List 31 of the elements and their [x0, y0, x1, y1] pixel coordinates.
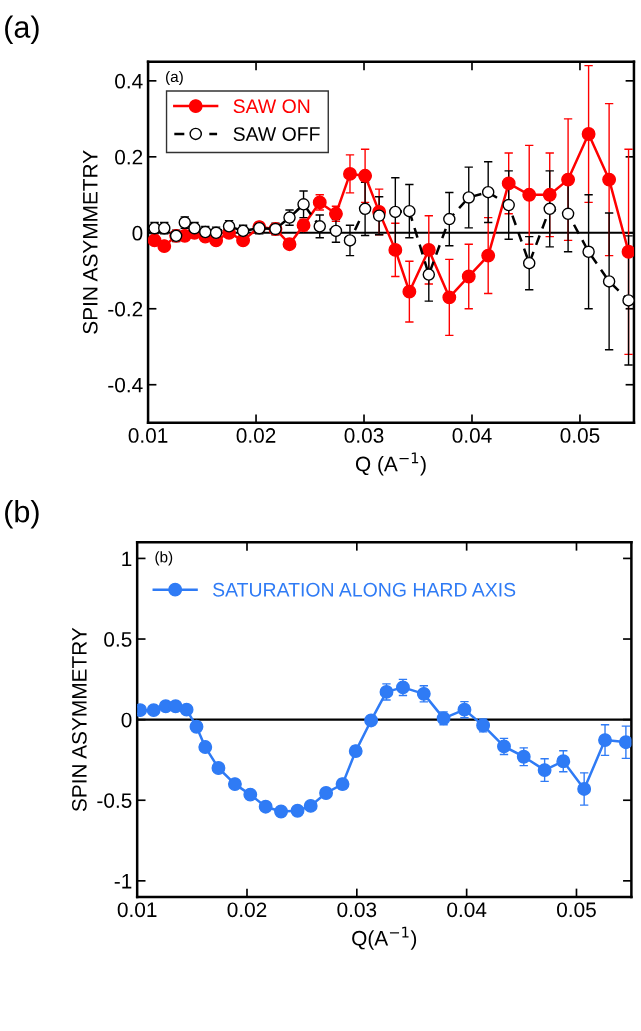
legend-label: SAW ON [233, 99, 310, 114]
x-tick-label: 0.04 [452, 428, 492, 443]
x-tick-label: 0.05 [560, 428, 600, 443]
y-axis-title: SPIN ASYMMETRY [82, 150, 98, 334]
y-tick-label: 0.4 [115, 73, 143, 89]
x-tick-label: 0.01 [117, 902, 157, 918]
y-axis-title: SPIN ASYMMETRY [71, 627, 87, 812]
x-tick-label: 0.03 [337, 902, 377, 918]
annotation: (a) [166, 70, 183, 86]
y-tick-label: -0.4 [108, 377, 143, 393]
x-tick-label: 0.01 [128, 428, 168, 443]
legend-label: SAW OFF [233, 127, 320, 141]
y-tick-label: -0.5 [97, 793, 132, 808]
text: (b) [5, 500, 39, 529]
y-tick-label: -0.2 [108, 301, 143, 317]
text: (a) [5, 15, 39, 44]
x-tick-label: 0.03 [344, 428, 384, 443]
legend-label: SATURATION ALONG HARD AXIS [213, 582, 516, 597]
x-axis-title: Q(A$^{−1}$) [352, 926, 417, 950]
annotation: (b) [155, 551, 173, 566]
x-tick-label: 0.05 [557, 902, 596, 918]
x-tick-label: 0.02 [236, 428, 276, 443]
x-tick-label: 0.02 [227, 902, 267, 918]
y-tick-label: 0.5 [104, 632, 132, 647]
y-tick-label: 0 [121, 712, 132, 728]
x-tick-label: 0.04 [447, 902, 487, 918]
y-tick-label: 1 [122, 551, 132, 566]
y-tick-label: 0 [132, 225, 143, 241]
y-tick-label: 0.2 [115, 149, 143, 165]
y-tick-label: -1 [114, 874, 132, 889]
x-axis-title: Q (A$^{−1}$) [355, 452, 426, 476]
